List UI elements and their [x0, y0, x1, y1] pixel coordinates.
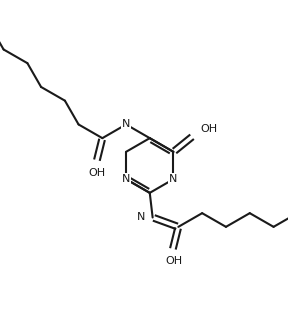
Text: OH: OH [88, 168, 105, 178]
Text: N: N [169, 174, 178, 184]
Text: OH: OH [166, 257, 183, 266]
Text: OH: OH [200, 124, 217, 134]
Text: N: N [122, 174, 130, 184]
Text: N: N [137, 213, 145, 222]
Text: N: N [122, 119, 130, 129]
